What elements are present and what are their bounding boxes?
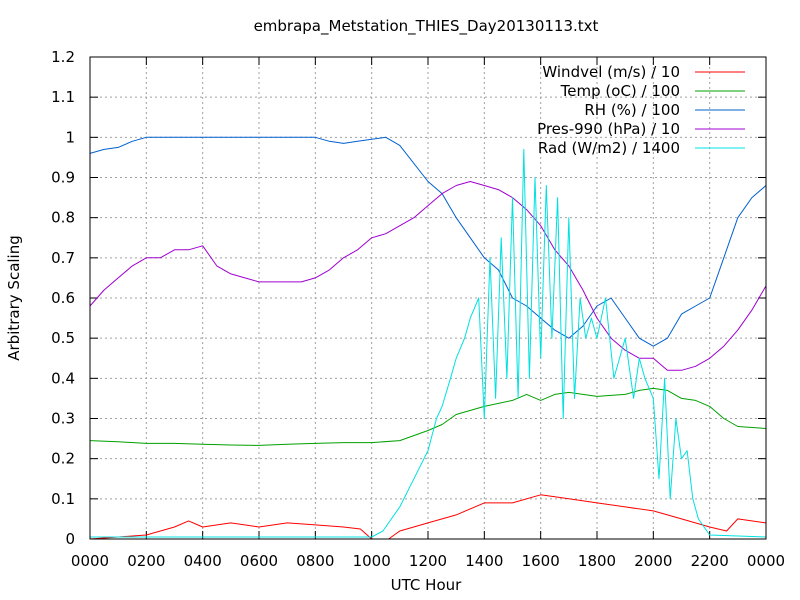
x-tick-label: 0600 xyxy=(240,552,278,570)
y-axis-label: Arbitrary Scaling xyxy=(5,235,23,361)
legend-label-2: RH (%) / 100 xyxy=(584,101,680,119)
x-tick-label: 1800 xyxy=(578,552,616,570)
y-tick-label: 0.2 xyxy=(51,450,75,468)
legend-label-3: Pres-990 (hPa) / 10 xyxy=(537,120,680,138)
x-tick-label: 2200 xyxy=(691,552,729,570)
x-tick-label: 2000 xyxy=(634,552,672,570)
y-tick-label: 1.2 xyxy=(51,48,75,66)
y-tick-label: 1.1 xyxy=(51,88,75,106)
y-tick-label: 0.4 xyxy=(51,369,75,387)
series-lines xyxy=(89,136,767,540)
x-tick-label: 0000 xyxy=(747,552,785,570)
y-tick-label: 1 xyxy=(65,128,75,146)
x-tick-label: 0200 xyxy=(127,552,165,570)
x-tick-label: 0000 xyxy=(71,552,109,570)
x-tick-label: 1400 xyxy=(465,552,503,570)
legend-label-1: Temp (oC) / 100 xyxy=(560,82,680,100)
x-tick-label: 1000 xyxy=(353,552,391,570)
y-tick-label: 0.1 xyxy=(51,490,75,508)
ticks: 0 0.1 0.2 0.3 0.4 0.5 0.6 0.7 0.8 0.9 1 1.1 1.2 0000 0… xyxy=(51,48,785,570)
y-tick-label: 0.9 xyxy=(51,169,75,187)
legend-label-0: Windvel (m/s) / 10 xyxy=(542,63,680,81)
legend-label-4: Rad (W/m2) / 1400 xyxy=(538,139,680,157)
chart-title: embrapa_Metstation_THIES_Day20130113.txt xyxy=(254,17,599,36)
x-tick-label: 1600 xyxy=(522,552,560,570)
x-tick-label: 0400 xyxy=(184,552,222,570)
x-tick-label: 1200 xyxy=(409,552,447,570)
y-tick-label: 0.7 xyxy=(51,249,75,267)
y-tick-label: 0 xyxy=(65,530,75,548)
y-tick-label: 0.3 xyxy=(51,410,75,428)
plot-frame xyxy=(89,56,767,540)
series-line-2 xyxy=(89,136,767,347)
series-line-0 xyxy=(89,494,767,540)
series-line-1 xyxy=(89,387,767,446)
series-line-4 xyxy=(90,148,767,538)
x-tick-label: 0800 xyxy=(296,552,334,570)
y-tick-label: 0.5 xyxy=(51,329,75,347)
y-tick-label: 0.6 xyxy=(51,289,75,307)
x-axis-label: UTC Hour xyxy=(391,576,462,594)
y-tick-label: 0.8 xyxy=(51,209,75,227)
series-line-3 xyxy=(89,181,767,371)
